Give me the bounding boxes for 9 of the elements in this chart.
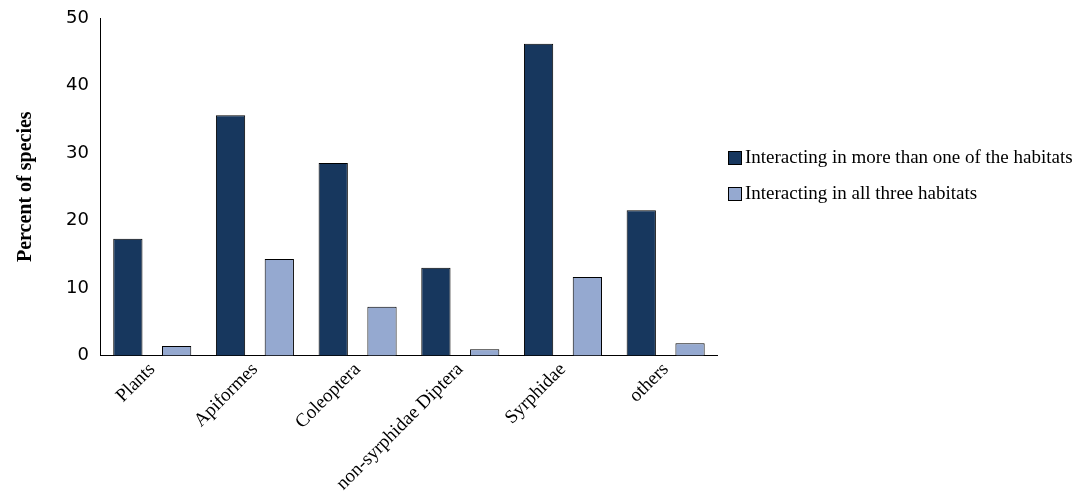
- y-tick-label: 0: [77, 343, 89, 365]
- y-tick-label: 30: [66, 140, 89, 162]
- y-axis-title: Percent of species: [13, 111, 37, 263]
- y-tick-label: 50: [66, 5, 89, 27]
- y-tick-label: 10: [66, 275, 89, 297]
- y-tick-label: 20: [66, 208, 89, 230]
- legend-label: Interacting in more than one of the habitats: [745, 146, 1073, 168]
- legend-label: Interacting in all three habitats: [745, 182, 978, 204]
- y-tick-label: 40: [66, 73, 89, 95]
